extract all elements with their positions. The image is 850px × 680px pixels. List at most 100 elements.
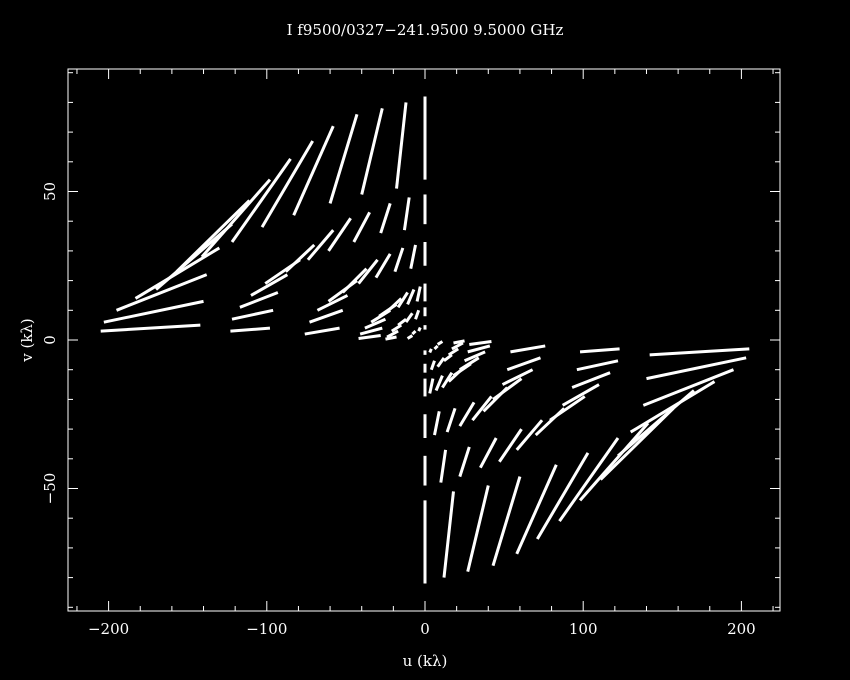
uv-track-segment <box>304 326 340 336</box>
uv-track-segment <box>239 291 279 309</box>
uv-track-segment <box>115 273 208 312</box>
uv-track-segment-conjugate <box>561 383 600 407</box>
uv-track-segment <box>292 125 335 216</box>
uv-track-segment <box>364 317 387 330</box>
uv-track-segment-conjugate <box>466 485 490 573</box>
uv-tracks <box>100 96 750 584</box>
uv-track-segment <box>260 140 314 228</box>
uv-track-segment-conjugate <box>646 356 747 381</box>
x-tick-label: 100 <box>569 620 598 638</box>
uv-track-segment <box>352 211 371 243</box>
uv-track-segment <box>395 102 408 189</box>
uv-track-segment <box>327 217 352 252</box>
uv-track-segment <box>231 308 274 321</box>
uv-track-segment <box>358 334 381 341</box>
uv-track-segment <box>406 288 416 305</box>
uv-track-segment-conjugate <box>458 401 476 427</box>
uv-track-segment-conjugate <box>515 419 544 451</box>
uv-track-segment <box>374 253 392 279</box>
uv-track-segment-conjugate <box>498 428 523 463</box>
y-tick-label: 0 <box>41 335 59 345</box>
uv-track-segment-conjugate <box>434 375 444 392</box>
x-tick-label: −100 <box>246 620 287 638</box>
uv-track-segment <box>200 178 272 258</box>
uv-track-segment <box>402 197 411 231</box>
x-tick-label: 200 <box>727 620 756 638</box>
uv-track-segment-conjugate <box>510 344 546 354</box>
uv-track-segment <box>385 335 397 341</box>
uv-track-segment-conjugate <box>442 491 455 578</box>
x-tick-label: 0 <box>420 620 430 638</box>
uv-track-segment <box>360 107 384 195</box>
uv-track-segment <box>411 329 417 336</box>
uv-track-segment <box>230 326 271 333</box>
uv-track-segment-conjugate <box>571 371 611 389</box>
uv-track-segment-conjugate <box>578 422 650 502</box>
uv-track-segment-conjugate <box>439 449 448 483</box>
uv-track-segment <box>397 318 407 327</box>
uv-track-segment-conjugate <box>549 395 586 422</box>
uv-track-segment-conjugate <box>433 344 439 351</box>
uv-track-segment <box>396 291 409 309</box>
uv-track-segment <box>379 202 392 234</box>
uv-track-segment-conjugate <box>458 446 471 478</box>
uv-track-segment-conjugate <box>433 410 441 436</box>
uv-track-segment <box>230 157 292 243</box>
uv-track-segment-conjugate <box>463 350 486 363</box>
uv-track-segment-conjugate <box>469 339 492 346</box>
uv-track-segment <box>406 334 414 340</box>
uv-track-segment-conjugate <box>467 344 491 354</box>
uv-track-segment-conjugate <box>436 340 444 346</box>
uv-track-segment-conjugate <box>453 339 465 345</box>
uv-track-segment-conjugate <box>459 356 480 371</box>
uv-track-segment-conjugate <box>579 347 620 354</box>
x-axis-label: u (kλ) <box>403 652 448 670</box>
axis-ticks <box>68 69 780 611</box>
uv-track-segment <box>370 309 391 324</box>
y-tick-label: −50 <box>41 473 59 505</box>
uv-track-segment <box>103 299 204 324</box>
chart-title: I f9500/0327−241.9500 9.5000 GHz <box>287 21 564 39</box>
uv-track-segment <box>250 273 289 297</box>
uv-track-segment-conjugate <box>428 348 433 354</box>
uv-track-segment-conjugate <box>451 341 464 351</box>
uv-track-segment-conjugate <box>447 347 460 357</box>
x-tick-label: −200 <box>88 620 129 638</box>
uv-track-segment-conjugate <box>428 378 435 394</box>
uv-track-segment <box>100 323 201 333</box>
uv-track-segment-conjugate <box>576 359 619 372</box>
uv-track-segment-conjugate <box>441 371 454 389</box>
uv-track-segment-conjugate <box>479 437 498 469</box>
uv-track-segment <box>134 246 221 300</box>
uv-track-segment <box>328 113 359 204</box>
uv-track-segment-conjugate <box>501 368 534 386</box>
uv-track-segment <box>404 312 414 324</box>
uv-track-segment <box>409 244 417 270</box>
uv-track-segment-conjugate <box>445 407 457 433</box>
uv-track-segment-conjugate <box>491 476 522 567</box>
uv-track-segment-conjugate <box>558 437 620 523</box>
y-axis-label: v (kλ) <box>18 318 36 363</box>
uv-track-segment-conjugate <box>471 395 493 422</box>
uv-track-segment <box>417 326 422 332</box>
uv-track-segment <box>359 326 383 336</box>
uv-track-segment <box>393 247 405 273</box>
uv-track-segment <box>306 229 335 261</box>
uv-track-segment-conjugate <box>506 356 541 372</box>
uv-track-segment <box>327 279 358 303</box>
uv-track-segment-conjugate <box>629 380 716 434</box>
uv-track-segment-conjugate <box>536 452 590 540</box>
axis-tick-labels: −200 −100 0 100 200 −50 0 50 <box>41 182 756 638</box>
uv-track-segment <box>264 258 301 285</box>
uv-track-segment-conjugate <box>443 353 453 362</box>
uv-track-segment-conjugate <box>436 356 446 368</box>
uv-track-segment <box>386 329 399 339</box>
uv-track-segment <box>414 309 421 320</box>
uv-track-segment-conjugate <box>429 360 436 371</box>
uv-track-segment <box>390 323 403 333</box>
uv-track-segment <box>316 294 349 312</box>
uv-track-segment <box>415 286 422 302</box>
uv-track-segment <box>309 308 344 324</box>
uv-track-segment-conjugate <box>642 368 735 407</box>
